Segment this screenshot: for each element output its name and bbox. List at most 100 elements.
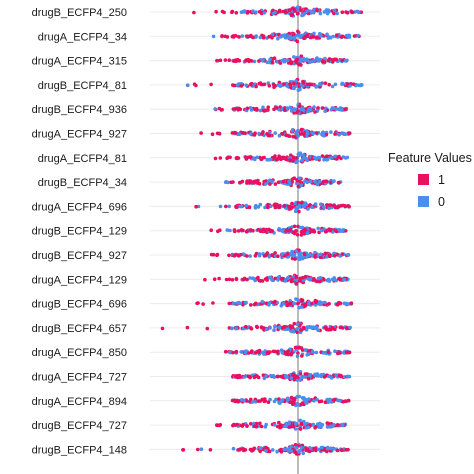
- swarm-point: [289, 153, 293, 157]
- swarm-point: [236, 156, 241, 160]
- swarm-point: [303, 274, 308, 279]
- swarm-point: [319, 374, 324, 379]
- swarm-point: [215, 58, 219, 63]
- swarm-point: [314, 131, 319, 135]
- swarm-point: [318, 255, 323, 259]
- swarm-point: [295, 378, 300, 382]
- swarm-point: [266, 202, 270, 207]
- swarm-point: [271, 373, 276, 378]
- swarm-point: [212, 277, 217, 282]
- swarm-point: [227, 253, 231, 258]
- swarm-point: [258, 108, 263, 113]
- swarm-point: [238, 204, 243, 209]
- swarm-point: [245, 11, 250, 15]
- swarm-point: [217, 423, 222, 428]
- swarm-point: [291, 134, 295, 139]
- swarm-point: [266, 205, 270, 210]
- swarm-point: [275, 202, 279, 207]
- swarm-point: [329, 156, 334, 160]
- swarm-point: [264, 374, 269, 378]
- swarm-point: [244, 83, 248, 87]
- swarm-point: [308, 107, 313, 112]
- swarm-point: [249, 303, 253, 307]
- swarm-point: [231, 34, 236, 38]
- swarm-point: [329, 376, 334, 380]
- swarm-point: [286, 397, 291, 402]
- swarm-point: [327, 82, 332, 87]
- swarm-point: [225, 156, 229, 160]
- swarm-point: [209, 82, 213, 87]
- swarm-point: [296, 351, 300, 355]
- swarm-point: [276, 349, 280, 354]
- swarm-point: [285, 375, 289, 379]
- swarm-point: [295, 330, 300, 335]
- swarm-point: [336, 155, 341, 160]
- swarm-point: [326, 36, 331, 40]
- swarm-point: [253, 206, 258, 210]
- swarm-point: [292, 224, 297, 229]
- swarm-point: [344, 448, 349, 452]
- swarm-point: [287, 446, 291, 451]
- swarm-point: [238, 107, 243, 112]
- swarm-point: [306, 253, 311, 258]
- swarm-point: [264, 445, 268, 450]
- swarm-point: [237, 35, 241, 39]
- swarm-point: [231, 350, 235, 355]
- swarm-point: [303, 372, 308, 376]
- swarm-point: [233, 106, 238, 111]
- swarm-point: [337, 132, 341, 137]
- swarm-point: [328, 228, 333, 233]
- swarm-point: [211, 252, 216, 257]
- swarm-point: [243, 349, 248, 354]
- swarm-point: [215, 131, 220, 136]
- swarm-point: [258, 35, 263, 40]
- swarm-point: [313, 110, 317, 114]
- swarm-point: [304, 401, 309, 405]
- swarm-point: [284, 10, 288, 15]
- swarm-point: [327, 374, 331, 379]
- swarm-point: [349, 9, 354, 14]
- swarm-point: [277, 80, 282, 85]
- swarm-point: [280, 351, 285, 355]
- swarm-point: [292, 86, 296, 91]
- swarm-point: [248, 254, 252, 258]
- swarm-point: [233, 374, 238, 378]
- swarm-point: [322, 375, 327, 379]
- swarm-point: [319, 202, 323, 206]
- swarm-point: [327, 206, 332, 211]
- swarm-point: [223, 349, 228, 354]
- swarm-point: [257, 253, 262, 258]
- swarm-point: [211, 34, 216, 39]
- swarm-point: [311, 422, 316, 427]
- swarm-point: [331, 34, 335, 39]
- swarm-point: [280, 398, 285, 403]
- swarm-point: [298, 62, 302, 67]
- swarm-point: [235, 83, 240, 87]
- swarm-point: [348, 325, 353, 330]
- swarm-point: [199, 131, 203, 135]
- swarm-point: [260, 299, 265, 304]
- swarm-point: [196, 447, 200, 452]
- swarm-point: [299, 230, 304, 234]
- swarm-point: [288, 302, 292, 306]
- swarm-point: [292, 377, 297, 382]
- swarm-point: [347, 33, 352, 38]
- swarm-point: [312, 31, 316, 36]
- swarm-point: [265, 132, 269, 136]
- swarm-point: [290, 128, 295, 133]
- swarm-point: [326, 421, 331, 426]
- swarm-point: [288, 227, 293, 232]
- swarm-point: [270, 278, 274, 282]
- swarm-point: [274, 106, 279, 110]
- swarm-point: [224, 277, 229, 282]
- swarm-point: [314, 325, 319, 330]
- swarm-point: [201, 302, 205, 306]
- swarm-point: [340, 448, 344, 453]
- swarm-point: [317, 399, 322, 404]
- swarm-point: [318, 421, 322, 426]
- feature-label: drugA_ECFP4_696: [32, 201, 127, 213]
- swarm-point: [323, 81, 328, 85]
- swarm-point: [316, 328, 321, 333]
- swarm-point: [335, 423, 340, 427]
- swarm-point: [295, 233, 300, 237]
